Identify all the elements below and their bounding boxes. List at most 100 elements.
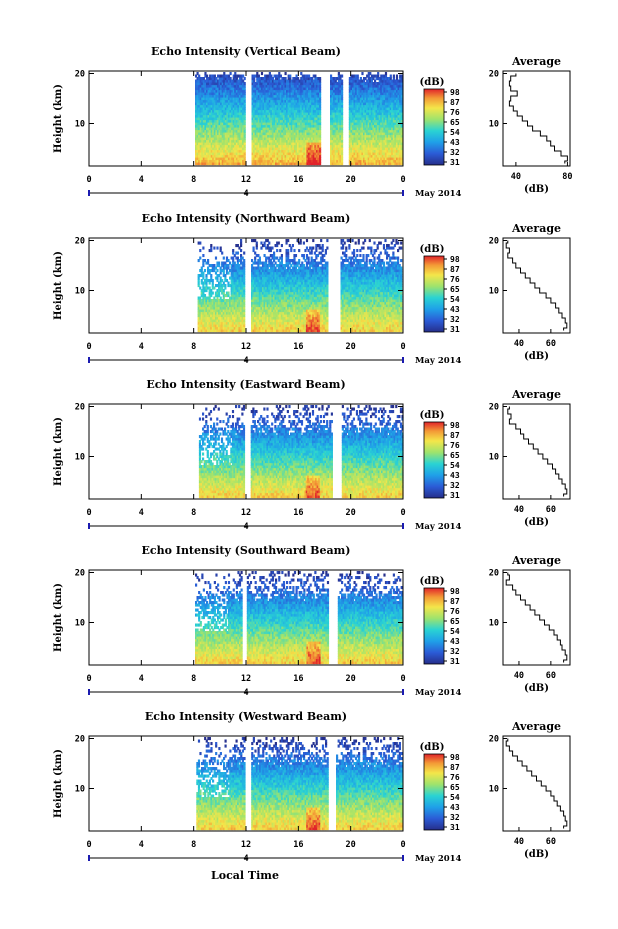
heatmap-cell: [235, 82, 238, 86]
heatmap-cell: [264, 87, 267, 91]
heatmap-cell: [271, 159, 275, 163]
heatmap-cell: [254, 127, 257, 131]
heatmap-cell: [235, 112, 238, 116]
profile-y-tick-label: 20: [489, 70, 499, 80]
heatmap-cell: [273, 127, 276, 131]
heatmap-cell: [262, 107, 265, 111]
heatmap-cell: [224, 119, 227, 123]
heatmap-cell: [217, 104, 220, 108]
heatmap-cell: [268, 144, 271, 148]
heatmap-cell: [227, 149, 231, 153]
heatmap-cell: [202, 132, 205, 136]
heatmap-cell: [226, 112, 229, 116]
heatmap-cell: [267, 144, 270, 148]
heatmap-cell: [218, 134, 221, 138]
heatmap-cell: [202, 79, 205, 83]
heatmap-cell: [217, 144, 220, 148]
heatmap-cell: [231, 139, 234, 143]
heatmap-cell: [223, 97, 226, 101]
heatmap-cell: [210, 92, 213, 96]
heatmap-cell: [218, 114, 221, 118]
heatmap-cell: [259, 109, 262, 113]
heatmap-cell: [271, 89, 275, 93]
heatmap-cell: [268, 89, 271, 93]
heatmap-cell: [392, 74, 395, 78]
heatmap-cell: [206, 129, 209, 133]
heatmap-cell: [254, 124, 257, 128]
heatmap-cell: [222, 256, 225, 260]
heatmap-cell: [243, 77, 246, 81]
colorbar-tick-label: 65: [450, 118, 460, 127]
heatmap-cell: [215, 102, 218, 106]
heatmap-cell: [257, 144, 260, 148]
heatmap-cell: [240, 94, 243, 98]
heatmap-cell: [213, 87, 216, 91]
heatmap-cell: [254, 89, 257, 93]
heatmap-cell: [213, 139, 216, 143]
heatmap-cell: [196, 112, 199, 116]
heatmap-cell: [199, 112, 202, 116]
heatmap-cell: [262, 117, 265, 121]
heatmap-cell: [278, 159, 281, 163]
heatmap-cell: [210, 117, 213, 121]
heatmap-cell: [251, 77, 254, 81]
heatmap-cell: [223, 134, 226, 138]
heatmap-cell: [198, 147, 201, 151]
heatmap-cell: [271, 77, 275, 81]
heatmap-cell: [196, 77, 199, 81]
heatmap-cell: [201, 107, 204, 111]
heatmap-cell: [236, 251, 239, 255]
heatmap-cell: [242, 89, 245, 93]
heatmap-cell: [254, 94, 257, 98]
heatmap-cell: [251, 154, 254, 158]
heatmap-cell: [265, 102, 268, 106]
heatmap-cell: [267, 149, 270, 153]
heatmap-cell: [198, 109, 201, 113]
heatmap-cell: [271, 94, 275, 98]
heatmap-cell: [257, 154, 260, 158]
heatmap-cell: [229, 72, 232, 76]
heatmap-cell: [227, 94, 231, 98]
heatmap-cell: [270, 139, 273, 143]
heatmap-cell: [265, 94, 268, 98]
heatmap-cell: [215, 147, 218, 151]
heatmap-cell: [202, 107, 205, 111]
heatmap-cell: [237, 147, 240, 151]
heatmap-cell: [227, 132, 231, 136]
heatmap-cell: [259, 129, 262, 133]
heatmap-cell: [275, 92, 278, 96]
heatmap-cell: [224, 82, 227, 86]
heatmap-cell: [209, 127, 212, 131]
heatmap-cell: [221, 142, 224, 146]
heatmap-cell: [202, 154, 205, 158]
heatmap-cell: [270, 119, 273, 123]
heatmap-cell: [195, 79, 198, 83]
heatmap-cell: [212, 144, 215, 148]
heatmap-cell: [213, 159, 216, 163]
heatmap-cell: [243, 129, 246, 133]
heatmap-cell: [198, 77, 201, 81]
heatmap-cell: [227, 119, 231, 123]
heatmap-cell: [268, 102, 271, 106]
heatmap-cell: [195, 142, 198, 146]
heatmap-cell: [231, 159, 234, 163]
heatmap-cell: [257, 152, 260, 156]
heatmap-cell: [242, 127, 245, 131]
heatmap-cell: [271, 152, 275, 156]
heatmap-cell: [273, 102, 276, 106]
heatmap-cell: [207, 112, 210, 116]
heatmap-cell: [240, 89, 243, 93]
heatmap-cell: [223, 152, 226, 156]
heatmap-cell: [226, 127, 229, 131]
heatmap-cell: [270, 79, 273, 83]
heatmap-cell: [227, 127, 231, 131]
heatmap-cell: [210, 102, 213, 106]
heatmap-cell: [232, 89, 235, 93]
heatmap-cell: [199, 89, 202, 93]
heatmap-cell: [220, 84, 223, 88]
heatmap-cell: [215, 119, 218, 123]
heatmap-cell: [212, 147, 215, 151]
heatmap-cell: [256, 142, 259, 146]
heatmap-cell: [207, 87, 210, 91]
heatmap-cell: [217, 74, 220, 78]
